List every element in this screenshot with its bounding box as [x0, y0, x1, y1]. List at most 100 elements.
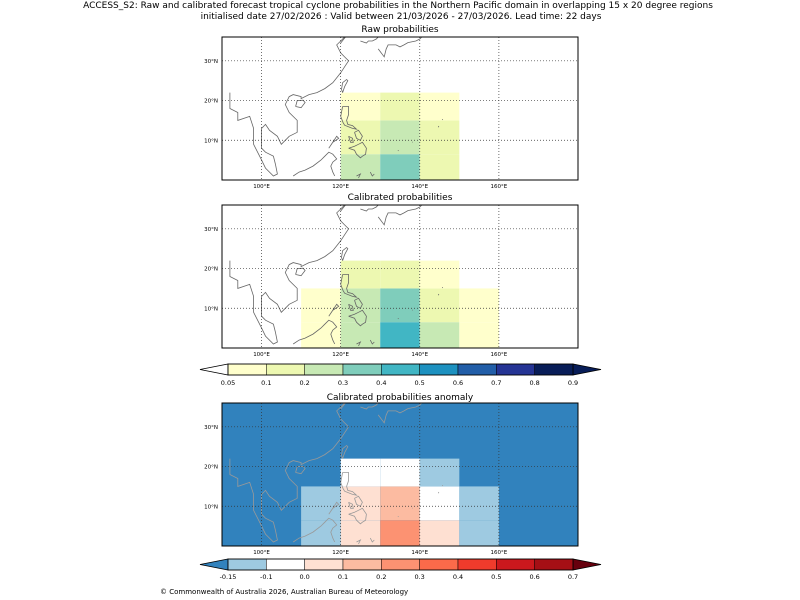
colorbar-segment	[534, 558, 574, 571]
colorbar-segment	[534, 363, 574, 376]
coastline	[341, 246, 349, 261]
colorbar-tick-label: 0.3	[338, 379, 348, 387]
coastline	[328, 135, 340, 149]
colorbar-segment	[496, 363, 535, 376]
colorbar-segment	[381, 558, 420, 571]
probability-cell	[380, 260, 420, 289]
probability-cell	[419, 120, 460, 155]
colorbar-tick-label: 0.2	[299, 379, 309, 387]
panel-title: Calibrated probabilities anomaly	[327, 393, 474, 403]
colorbar-segment	[457, 363, 497, 376]
coastline	[340, 274, 358, 298]
x-tick-label: 140°E	[411, 352, 428, 358]
panel-plot-area	[222, 403, 578, 546]
x-tick-label: 160°E	[491, 352, 508, 358]
coastline	[369, 339, 375, 345]
probability-cell	[301, 486, 341, 521]
coastline	[354, 297, 363, 309]
probability-cell	[459, 288, 499, 323]
y-tick-label: 10°N	[204, 504, 218, 510]
coastline	[369, 171, 375, 177]
x-tick-label: 120°E	[332, 352, 349, 358]
colorbar-tick-label: 0.8	[529, 379, 539, 387]
x-tick-label: 140°E	[411, 184, 428, 190]
panel-title: Raw probabilities	[361, 25, 439, 35]
colorbar-segment	[457, 558, 497, 571]
colorbar-probability: 0.05 0.1 0.2 0.3 0.4 0.5 0.6 0.7 0.8 0.9	[199, 363, 602, 387]
x-tick-label: 100°E	[253, 184, 270, 190]
map-panel-3: Calibrated probabilities anomaly 100°E 120…	[204, 393, 579, 556]
probability-cell	[419, 288, 460, 323]
probability-cell	[419, 322, 460, 348]
figure-title-line2: initialised date 27/02/2026 : Valid betw…	[201, 12, 602, 22]
coastline	[295, 267, 306, 277]
coastline	[356, 341, 362, 347]
probability-cell	[380, 120, 420, 155]
coastline	[369, 537, 375, 543]
colorbar-tick-label: -0.15	[220, 573, 237, 581]
colorbar-over-arrow	[572, 363, 602, 376]
colorbar-tick-label: 0.4	[376, 379, 386, 387]
map-panels: Raw probabilities 100°E 120°E 140°E 160°E 10°…	[204, 25, 579, 556]
colorbar-segment	[381, 363, 420, 376]
coastline	[356, 173, 362, 179]
coastline	[292, 319, 338, 345]
y-tick-label: 30°N	[204, 425, 218, 431]
probability-cell	[301, 322, 341, 348]
probability-cell	[380, 322, 420, 348]
probability-cell	[459, 520, 499, 546]
y-tick-label: 20°N	[204, 267, 218, 273]
colorbar-tick-label: 0.3	[414, 573, 424, 581]
y-tick-label: 10°N	[204, 138, 218, 144]
probability-cell	[340, 486, 381, 521]
probability-cell	[380, 486, 420, 521]
colorbar-tick-label: 0.1	[261, 379, 271, 387]
copyright-notice: © Commonwealth of Australia 2026, Austra…	[160, 588, 408, 596]
coastline	[340, 37, 346, 44]
map-panel-1: Raw probabilities 100°E 120°E 140°E 160°E 10°…	[204, 25, 579, 190]
colorbar-tick-label: 0.5	[491, 573, 501, 581]
panel-plot-area	[222, 37, 578, 180]
y-tick-label: 20°N	[204, 465, 218, 471]
colorbar-under-arrow	[199, 558, 229, 571]
coastline	[377, 205, 423, 226]
probability-cell	[380, 92, 420, 121]
probability-cell	[301, 288, 341, 323]
probability-cell	[380, 154, 420, 180]
colorbar-segment	[419, 363, 459, 376]
probability-cell	[301, 520, 341, 546]
colorbar-tick-label: 0.2	[376, 573, 386, 581]
colorbar-tick-label: 0.6	[453, 379, 463, 387]
probability-cell	[340, 154, 381, 180]
coastline	[341, 444, 349, 459]
coastline	[340, 106, 358, 130]
colorbar-tick-label: 0.05	[221, 379, 235, 387]
coastline	[341, 78, 349, 93]
colorbar-tick-label: 0.9	[568, 379, 578, 387]
coastline	[340, 403, 346, 410]
probability-cell	[340, 322, 381, 348]
colorbar-tick-label: 0.7	[568, 573, 578, 581]
probability-cell	[340, 120, 381, 155]
colorbar-segment	[266, 558, 305, 571]
panel-frame	[221, 204, 579, 349]
y-tick-label: 30°N	[204, 59, 218, 65]
colorbar-segment	[266, 363, 305, 376]
coastline	[356, 539, 362, 545]
colorbar-over-arrow	[572, 558, 602, 571]
probability-cell	[419, 92, 460, 121]
probability-cell	[380, 288, 420, 323]
probability-cell	[459, 486, 499, 521]
colorbar-segment	[419, 558, 459, 571]
colorbar-tick-label: -0.1	[260, 573, 273, 581]
coastline	[348, 135, 354, 143]
colorbar-tick-label: 0.5	[414, 379, 424, 387]
probability-cell	[380, 458, 420, 487]
x-tick-label: 160°E	[491, 184, 508, 190]
colorbar-segment	[342, 558, 382, 571]
probability-cell	[340, 288, 381, 323]
coastline	[348, 303, 354, 311]
y-tick-label: 10°N	[204, 306, 218, 312]
coastline	[295, 99, 306, 109]
